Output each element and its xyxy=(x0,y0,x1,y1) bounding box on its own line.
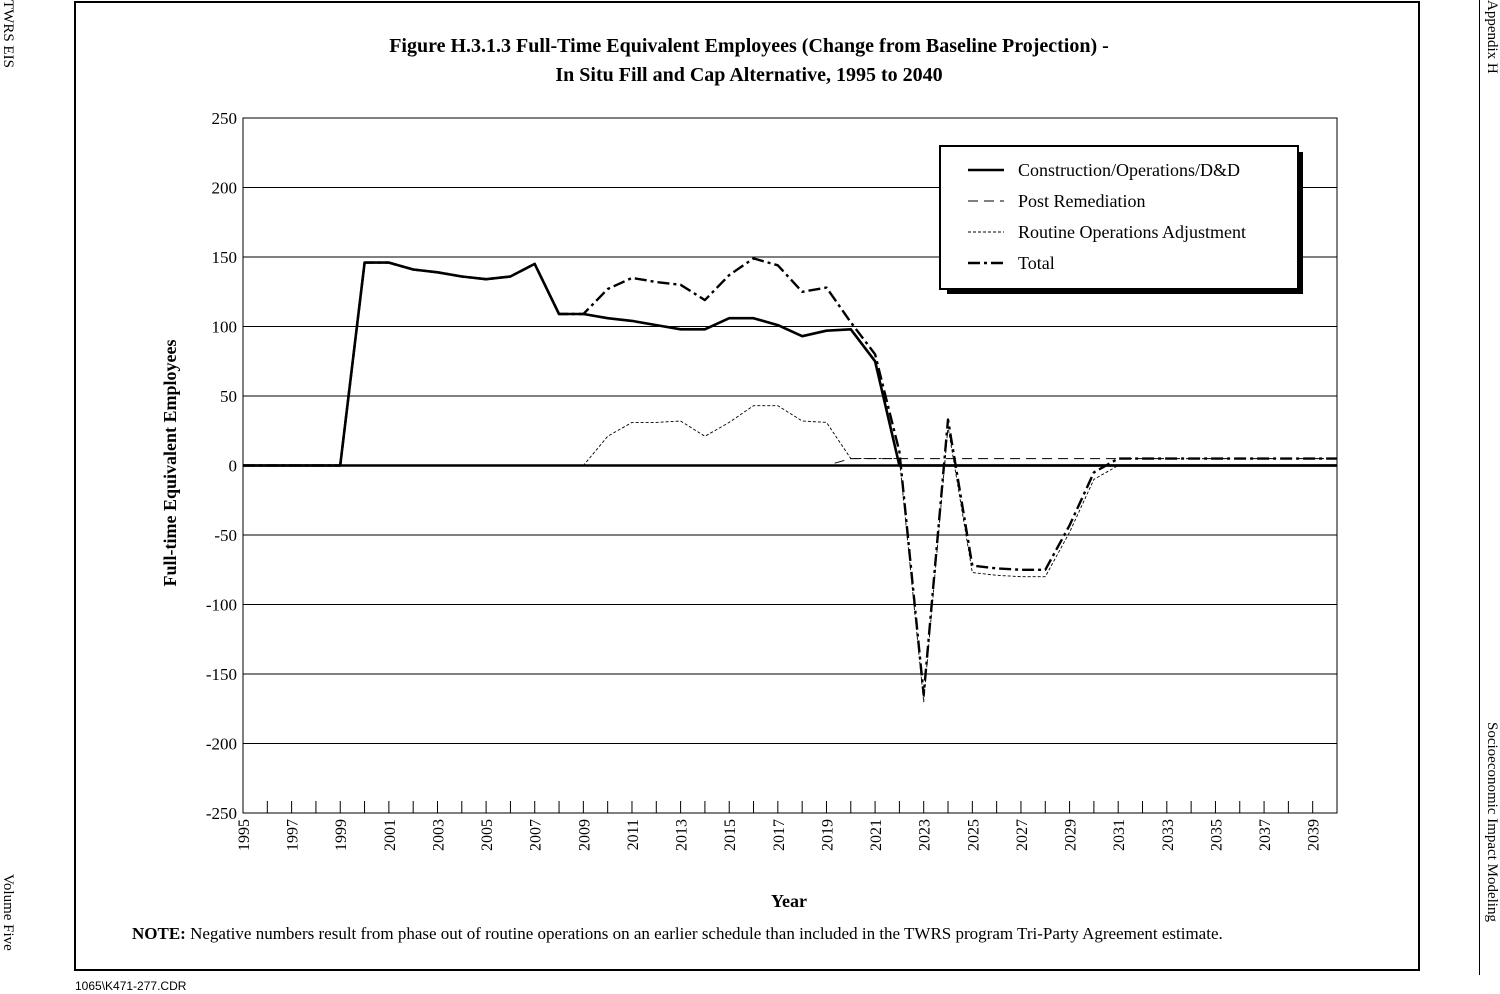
legend-label: Post Remediation xyxy=(1018,191,1146,211)
y-tick-label: -200 xyxy=(206,735,237,754)
x-axis-label: Year xyxy=(771,891,807,911)
y-tick-label: 150 xyxy=(212,248,238,267)
x-tick-label: 2019 xyxy=(819,819,836,851)
y-tick-label: 250 xyxy=(212,109,238,128)
x-tick-label: 2037 xyxy=(1257,819,1274,851)
y-tick-label: -150 xyxy=(206,665,237,684)
x-tick-label: 2035 xyxy=(1208,819,1225,851)
y-axis-label: Full-time Equivalent Employees xyxy=(160,340,180,587)
legend-label: Construction/Operations/D&D xyxy=(1018,160,1240,180)
x-tick-label: 2039 xyxy=(1306,819,1323,851)
x-tick-label: 2007 xyxy=(528,819,545,851)
x-tick-label: 2031 xyxy=(1111,819,1128,851)
y-tick-label: 50 xyxy=(220,387,237,406)
y-tick-label: -50 xyxy=(214,526,237,545)
series-line-2 xyxy=(243,405,1337,703)
chart-title-line-2: In Situ Fill and Cap Alternative, 1995 t… xyxy=(555,64,943,86)
series-line-3 xyxy=(243,257,1337,697)
legend-label: Total xyxy=(1018,253,1055,273)
y-tick-labels: 250 200 150 100 50 0 -50 -100 -150 -200 -250 xyxy=(206,109,237,823)
x-tick-label: 1997 xyxy=(285,819,302,851)
x-tick-label: 2021 xyxy=(868,819,885,851)
note-label: NOTE: xyxy=(132,924,186,943)
x-tick-label: 2023 xyxy=(917,819,934,851)
right-margin-rule xyxy=(1479,0,1480,975)
x-tick-label: 2017 xyxy=(771,819,788,851)
x-tick-label: 2029 xyxy=(1063,819,1080,851)
x-tick-label: 2015 xyxy=(722,819,739,851)
axes xyxy=(242,117,1338,814)
note-text: Negative numbers result from phase out o… xyxy=(190,924,1223,943)
file-code: 1065\K471-277.CDR xyxy=(75,979,187,993)
y-tick-label: 0 xyxy=(229,457,238,476)
chart-title-line-1: Figure H.3.1.3 Full-Time Equivalent Empl… xyxy=(389,35,1109,57)
x-tick-label: 2009 xyxy=(576,819,593,851)
x-tick-label: 2005 xyxy=(479,819,496,851)
x-tick-label: 2013 xyxy=(674,819,691,851)
y-tick-label: 100 xyxy=(212,318,238,337)
x-tick-label: 2001 xyxy=(382,819,399,851)
figure-frame: Figure H.3.1.3 Full-Time Equivalent Empl… xyxy=(74,1,1420,971)
x-tick-label: 1999 xyxy=(333,819,350,851)
x-tick-label: 1995 xyxy=(236,819,253,851)
x-tick-label: 2011 xyxy=(625,819,642,850)
x-tick-label: 2033 xyxy=(1160,819,1177,851)
y-tick-label: 200 xyxy=(212,179,238,198)
series-lines xyxy=(243,257,1337,703)
y-tick-label: -250 xyxy=(206,804,237,823)
x-tick-label: 2025 xyxy=(965,819,982,851)
x-tick-labels: 1995 1997 1999 2001 2003 2005 2007 2009 2011 2013… xyxy=(236,819,1323,851)
legend-label: Routine Operations Adjustment xyxy=(1018,222,1246,242)
figure-note: NOTE: Negative numbers result from phase… xyxy=(132,924,1223,944)
y-tick-label: -100 xyxy=(206,596,237,615)
chart-legend: Construction/Operations/D&D Post Remediat… xyxy=(939,145,1303,294)
x-tick-label: 2003 xyxy=(430,819,447,851)
x-tick-label: 2027 xyxy=(1014,819,1031,851)
